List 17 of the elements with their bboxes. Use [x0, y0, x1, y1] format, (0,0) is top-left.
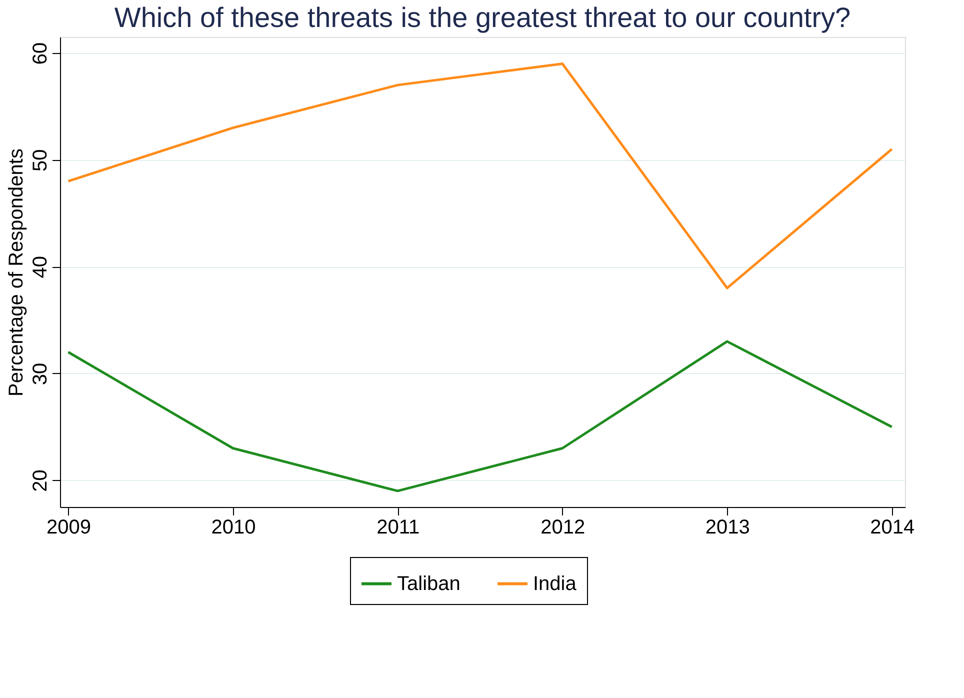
legend-label: Taliban: [397, 572, 460, 595]
chart-title: Which of these threats is the greatest threat to our country?: [114, 2, 851, 33]
x-tick-label: 2014: [870, 516, 915, 538]
y-tick-label: 40: [30, 256, 52, 278]
y-tick-label: 60: [30, 42, 52, 65]
y-tick-label: 20: [30, 470, 52, 492]
x-tick-label: 2013: [705, 516, 750, 538]
x-tick-label: 2012: [540, 516, 586, 538]
x-tick-label: 2010: [211, 516, 256, 538]
y-tick-label: 50: [30, 149, 52, 172]
line-series: [66, 340, 894, 492]
legend-label: India: [533, 572, 578, 595]
y-tick-label: 30: [30, 362, 52, 386]
y-axis-title: Percentage of Respondents: [6, 148, 28, 396]
line-series: [66, 62, 894, 290]
x-tick-label: 2011: [376, 516, 420, 538]
x-tick-label: 2009: [46, 516, 91, 538]
